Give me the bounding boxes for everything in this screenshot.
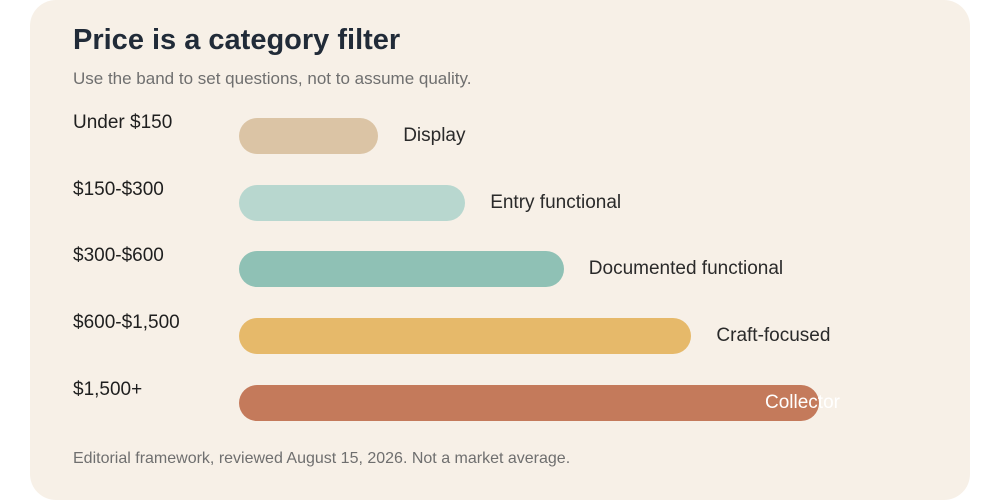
category-label: $600-$1,500: [73, 312, 180, 334]
band-label: Craft-focused: [716, 325, 831, 347]
bar-row: $600-$1,500 Craft-focused: [30, 312, 970, 355]
band-label: Display: [403, 125, 466, 146]
bar: [239, 251, 564, 288]
category-label: $300-$600: [73, 245, 164, 267]
category-label: $1,500+: [73, 378, 143, 400]
bar: [239, 184, 466, 221]
bar-row: $300-$600 Documented functional: [30, 245, 970, 288]
band-label: Collector: [765, 391, 840, 413]
bar: [239, 318, 692, 355]
band-label: Entry functional: [490, 191, 622, 213]
category-label: $150-$300: [73, 178, 164, 200]
bar-row: $150-$300 Entry functional: [30, 178, 970, 221]
category-label: Under $150: [73, 112, 173, 133]
chart-footnote: Editorial framework, reviewed August 15,…: [73, 450, 571, 467]
bar: [239, 118, 379, 154]
bar-row: $1,500+ Collector: [30, 378, 970, 421]
band-label: Documented functional: [588, 258, 784, 280]
chart-subtitle: Use the band to set questions, not to as…: [73, 69, 472, 88]
chart-title: Price is a category filter: [73, 24, 401, 56]
chart-card: Price is a category filter Use the band …: [30, 0, 970, 500]
bar: [239, 384, 819, 421]
bar-row: Under $150 Display: [30, 112, 970, 154]
